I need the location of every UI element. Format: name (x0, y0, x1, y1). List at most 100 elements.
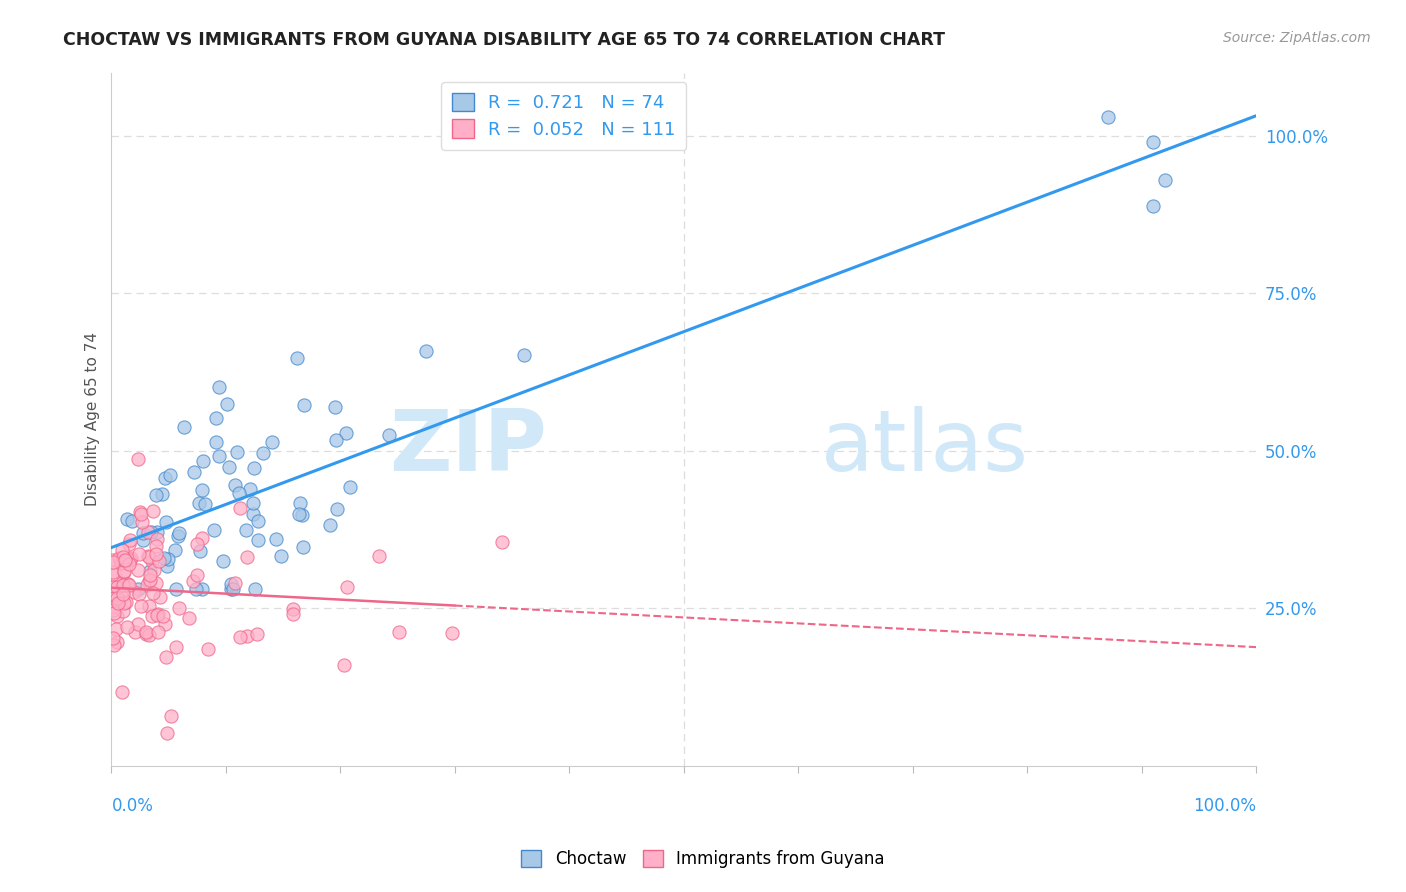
Point (138, 525, 160, 540)
Point (252, 446, 274, 460)
Point (155, 617, 177, 632)
Point (127, 616, 149, 631)
Text: 0.0%: 0.0% (111, 797, 153, 814)
Point (145, 608, 167, 623)
Point (101, 553, 124, 567)
Point (105, 622, 128, 636)
Point (326, 502, 349, 516)
Point (239, 483, 262, 497)
Point (188, 496, 211, 510)
Point (101, 555, 124, 569)
Point (107, 596, 129, 610)
Point (152, 609, 174, 624)
Point (336, 580, 359, 594)
Point (288, 496, 311, 510)
Point (246, 514, 269, 528)
Point (186, 537, 208, 551)
Point (226, 445, 249, 459)
Point (167, 601, 190, 615)
Point (155, 515, 177, 529)
Point (208, 449, 231, 463)
Point (110, 542, 132, 557)
Point (105, 609, 128, 624)
Point (153, 471, 176, 485)
Point (128, 587, 150, 601)
Point (145, 547, 167, 561)
Point (112, 587, 135, 601)
Point (1153, 173, 1175, 187)
Point (138, 550, 160, 565)
Point (165, 582, 187, 597)
Point (124, 585, 146, 599)
Point (325, 433, 347, 447)
Point (132, 526, 155, 541)
Point (368, 549, 391, 563)
Point (112, 564, 135, 578)
Point (117, 512, 139, 526)
Point (138, 599, 160, 614)
Point (101, 589, 124, 603)
Point (246, 626, 269, 640)
Text: CHOCTAW VS IMMIGRANTS FROM GUYANA DISABILITY AGE 65 TO 74 CORRELATION CHART: CHOCTAW VS IMMIGRANTS FROM GUYANA DISABI… (63, 31, 945, 49)
Point (191, 483, 214, 497)
Point (242, 507, 264, 521)
Point (177, 611, 200, 625)
Point (236, 629, 259, 643)
Point (318, 518, 340, 533)
Point (156, 552, 179, 566)
Point (145, 575, 167, 590)
Point (148, 554, 170, 568)
Point (155, 650, 177, 665)
Text: 100.0%: 100.0% (1194, 797, 1257, 814)
Point (156, 726, 179, 740)
Point (112, 577, 135, 591)
Point (103, 599, 125, 614)
Point (101, 565, 124, 579)
Point (101, 580, 124, 594)
Point (103, 632, 125, 646)
Point (148, 607, 170, 622)
Point (104, 580, 127, 594)
Point (228, 486, 250, 500)
Point (513, 349, 536, 363)
Point (112, 550, 135, 565)
Point (335, 425, 357, 440)
Point (139, 574, 162, 588)
Point (142, 563, 165, 577)
Point (167, 529, 190, 543)
Point (173, 419, 195, 434)
Point (1097, 110, 1119, 124)
Point (283, 607, 305, 622)
Point (127, 582, 149, 597)
Point (121, 514, 143, 528)
Point (118, 557, 141, 571)
Point (145, 488, 167, 502)
Point (208, 379, 231, 393)
Point (120, 533, 142, 547)
Point (152, 551, 174, 566)
Point (139, 568, 162, 582)
Legend: Choctaw, Immigrants from Guyana: Choctaw, Immigrants from Guyana (515, 843, 891, 875)
Point (131, 599, 153, 614)
Point (114, 553, 136, 567)
Point (120, 550, 142, 565)
Point (235, 549, 257, 564)
Point (103, 591, 125, 606)
Point (110, 557, 132, 571)
Point (202, 524, 225, 538)
Point (323, 400, 346, 414)
Point (167, 526, 190, 541)
Text: atlas: atlas (821, 406, 1029, 489)
Point (105, 635, 128, 649)
Point (242, 496, 264, 510)
Point (127, 452, 149, 467)
Point (222, 582, 245, 597)
Point (219, 582, 242, 597)
Point (124, 625, 146, 640)
Point (103, 639, 125, 653)
Point (111, 590, 134, 604)
Point (127, 563, 149, 577)
Point (184, 582, 207, 597)
Point (103, 591, 125, 606)
Legend: R =  0.721   N = 74, R =  0.052   N = 111: R = 0.721 N = 74, R = 0.052 N = 111 (441, 82, 686, 150)
